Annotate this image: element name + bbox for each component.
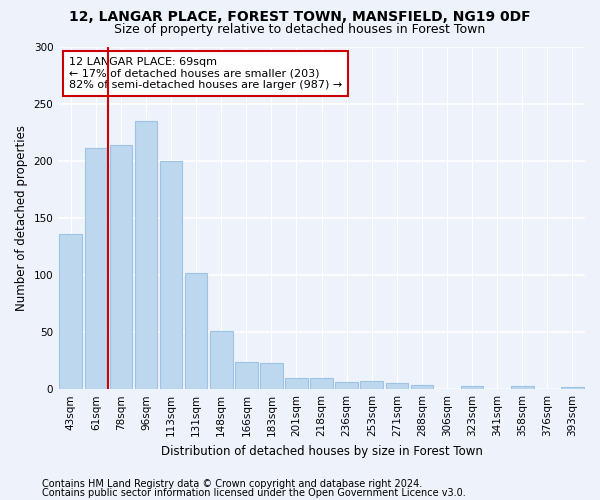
X-axis label: Distribution of detached houses by size in Forest Town: Distribution of detached houses by size …	[161, 444, 482, 458]
Bar	[110, 144, 132, 389]
Text: 12 LANGAR PLACE: 69sqm
← 17% of detached houses are smaller (203)
82% of semi-de: 12 LANGAR PLACE: 69sqm ← 17% of detached…	[69, 57, 342, 90]
Bar	[310, 378, 333, 389]
Bar	[335, 382, 358, 389]
Bar	[210, 331, 233, 389]
Bar	[185, 272, 208, 389]
Bar	[561, 387, 584, 389]
Bar	[410, 384, 433, 389]
Text: 12, LANGAR PLACE, FOREST TOWN, MANSFIELD, NG19 0DF: 12, LANGAR PLACE, FOREST TOWN, MANSFIELD…	[69, 10, 531, 24]
Bar	[285, 378, 308, 389]
Bar	[461, 386, 484, 389]
Bar	[134, 120, 157, 389]
Bar	[85, 148, 107, 389]
Y-axis label: Number of detached properties: Number of detached properties	[15, 125, 28, 311]
Bar	[386, 384, 408, 389]
Text: Contains HM Land Registry data © Crown copyright and database right 2024.: Contains HM Land Registry data © Crown c…	[42, 479, 422, 489]
Bar	[511, 386, 533, 389]
Bar	[59, 234, 82, 389]
Bar	[235, 362, 257, 389]
Bar	[361, 381, 383, 389]
Bar	[160, 160, 182, 389]
Bar	[260, 363, 283, 389]
Text: Size of property relative to detached houses in Forest Town: Size of property relative to detached ho…	[115, 22, 485, 36]
Text: Contains public sector information licensed under the Open Government Licence v3: Contains public sector information licen…	[42, 488, 466, 498]
